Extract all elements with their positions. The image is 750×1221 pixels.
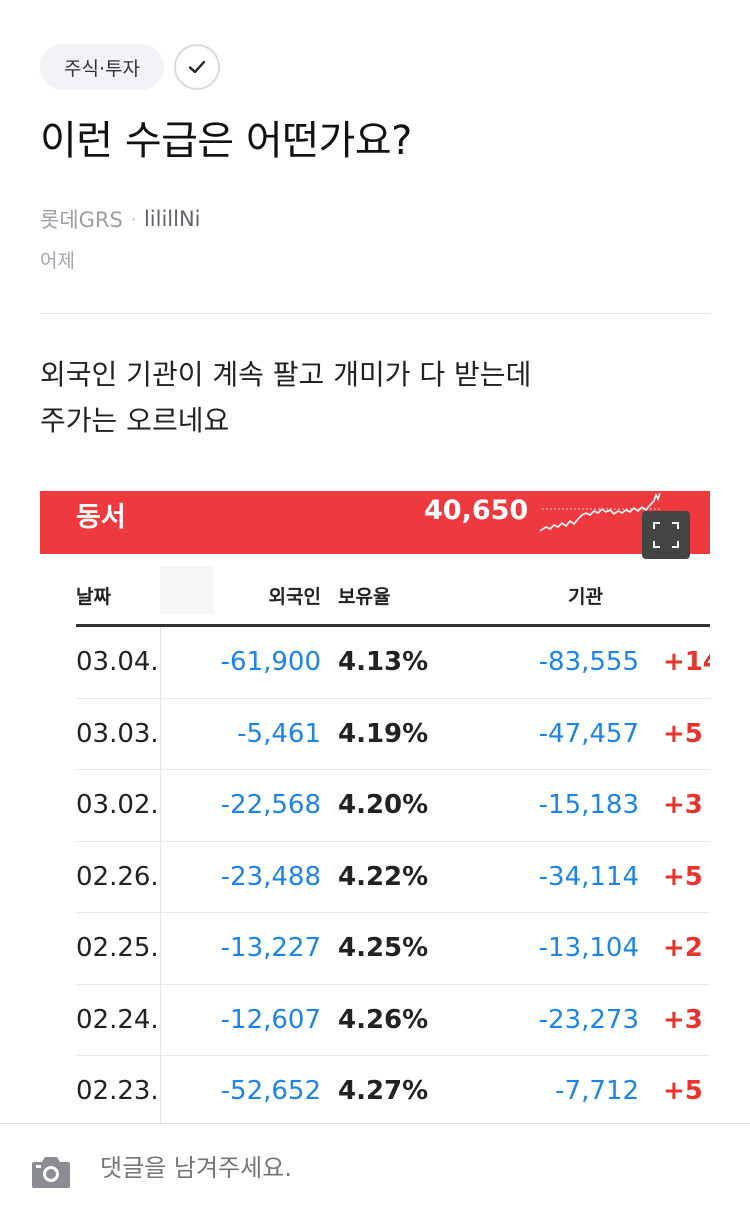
cell-individual: +5	[663, 718, 703, 749]
stock-name: 동서	[76, 502, 126, 533]
cell-individual: +2	[663, 933, 703, 963]
meta-separator: ·	[130, 209, 136, 229]
cell-foreign: -52,652	[220, 1076, 321, 1106]
stock-price: 40,650	[424, 495, 529, 526]
table-header: 날짜 외국인 보유율 기관	[40, 554, 710, 626]
cell-foreign: -12,607	[220, 1004, 321, 1035]
cell-institution: -7,712	[555, 1076, 639, 1106]
cell-institution: -47,457	[538, 718, 639, 749]
post-meta: 롯데GRS · lilillNi	[40, 204, 201, 234]
table-row: 03.02. -22,568 4.20% -15,183 +3	[76, 770, 710, 842]
stock-header: 동서 40,650	[40, 491, 710, 559]
cell-foreign: -23,488	[220, 861, 321, 892]
cell-individual: +5	[663, 861, 703, 892]
cell-date: 03.02.	[76, 790, 159, 820]
cell-individual: +5	[663, 1076, 703, 1106]
table-row: 02.26. -23,488 4.22% -34,114 +5	[76, 842, 710, 913]
cell-foreign: -5,461	[237, 718, 321, 749]
camera-icon[interactable]	[30, 1154, 72, 1190]
header-shade	[160, 566, 214, 614]
cell-date: 03.04.	[76, 647, 159, 677]
post-body: 외국인 기관이 계속 팔고 개미가 다 받는데 주가는 오르네요	[40, 352, 531, 444]
board-link[interactable]: 롯데GRS	[40, 208, 123, 232]
expand-icon	[653, 522, 679, 548]
cell-institution: -15,183	[538, 790, 639, 820]
cell-foreign: -13,227	[220, 933, 321, 963]
body-line: 주가는 오르네요	[40, 404, 230, 437]
cell-ratio: 4.20%	[338, 790, 429, 820]
table-row: 03.03. -5,461 4.19% -47,457 +5	[76, 699, 710, 770]
topic-row: 주식·투자	[40, 44, 220, 90]
column-divider	[160, 627, 161, 1131]
table-row: 03.04. -61,900 4.13% -83,555 +14	[76, 627, 710, 699]
cell-institution: -23,273	[538, 1004, 639, 1035]
cell-ratio: 4.26%	[338, 1004, 429, 1035]
body-line: 외국인 기관이 계속 팔고 개미가 다 받는데	[40, 358, 532, 391]
cell-ratio: 4.22%	[338, 861, 429, 892]
cell-ratio: 4.25%	[338, 933, 429, 963]
post-date: 어제	[40, 250, 75, 272]
cell-individual: +3	[663, 790, 703, 820]
check-icon	[188, 60, 206, 74]
column-header-foreign: 외국인	[268, 586, 321, 608]
post-title: 이런 수급은 어떤가요?	[40, 118, 412, 164]
header-rule	[76, 624, 710, 627]
cell-date: 02.26.	[76, 861, 159, 892]
author-name[interactable]: lilillNi	[143, 207, 201, 231]
cell-individual: +14	[663, 647, 710, 677]
column-header-institution: 기관	[568, 586, 603, 608]
divider	[40, 313, 710, 314]
cell-date: 02.23.	[76, 1076, 159, 1106]
cell-ratio: 4.13%	[338, 647, 429, 677]
cell-foreign: -22,568	[220, 790, 321, 820]
expand-button[interactable]	[642, 511, 690, 559]
cell-institution: -83,555	[538, 647, 639, 677]
comment-bar	[0, 1123, 750, 1221]
cell-date: 02.25.	[76, 933, 159, 963]
cell-individual: +3	[663, 1004, 703, 1035]
cell-institution: -13,104	[538, 933, 639, 963]
table-body: 03.04. -61,900 4.13% -83,555 +14 03.03. …	[40, 627, 710, 1128]
cell-ratio: 4.27%	[338, 1076, 429, 1106]
mini-price-chart	[539, 492, 661, 532]
cell-date: 02.24.	[76, 1004, 159, 1035]
stock-screenshot-image[interactable]: 동서 40,650 날짜 외국인 보유율 기관 03.04. -61,900 4…	[40, 491, 710, 1131]
topic-chip[interactable]: 주식·투자	[40, 44, 164, 90]
table-row: 02.23. -52,652 4.27% -7,712 +5	[76, 1056, 710, 1128]
follow-check-button[interactable]	[173, 44, 220, 90]
cell-institution: -34,114	[538, 861, 639, 892]
cell-foreign: -61,900	[220, 647, 321, 677]
comment-input[interactable]	[100, 1154, 700, 1182]
column-header-ratio: 보유율	[338, 586, 391, 608]
column-header-date: 날짜	[76, 586, 111, 608]
table-row: 02.24. -12,607 4.26% -23,273 +3	[76, 985, 710, 1056]
table-row: 02.25. -13,227 4.25% -13,104 +2	[76, 913, 710, 985]
cell-ratio: 4.19%	[338, 718, 429, 749]
cell-date: 03.03.	[76, 718, 159, 749]
